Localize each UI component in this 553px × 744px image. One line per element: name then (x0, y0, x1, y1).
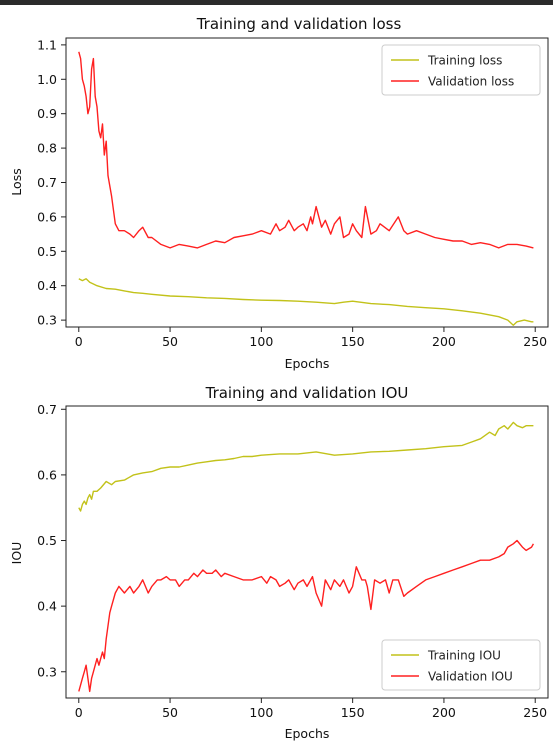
series-line-training-iou (78, 421, 534, 512)
x-tick-label: 100 (249, 334, 273, 349)
window-top-border (0, 0, 553, 5)
x-tick-label: 50 (162, 705, 178, 720)
x-tick-label: 0 (75, 705, 83, 720)
y-tick-label: 0.4 (37, 599, 57, 614)
x-tick-label: 100 (249, 705, 273, 720)
x-axis-label: Epochs (285, 726, 330, 741)
chart-title: Training and validation IOU (205, 384, 409, 402)
y-axis-label: IOU (9, 542, 24, 565)
y-tick-label: 0.6 (37, 467, 57, 482)
iou-chart-panel: Training and validation IOU Epochs IOU 0… (9, 384, 549, 741)
x-tick-label: 250 (523, 334, 547, 349)
y-tick-label: 0.9 (37, 106, 57, 121)
series-line-validation-loss (78, 51, 534, 249)
y-tick-label: 0.6 (37, 209, 57, 224)
x-axis-label: Epochs (285, 356, 330, 371)
legend-label: Training loss (427, 54, 502, 68)
y-tick-label: 0.7 (37, 402, 57, 417)
y-tick-label: 0.3 (37, 664, 57, 679)
y-tick-label: 0.5 (37, 533, 57, 548)
legend: Training IOU Validation IOU (381, 639, 541, 691)
legend-label: Training IOU (427, 649, 501, 663)
x-tick-label: 200 (432, 705, 456, 720)
plot-frame (65, 405, 549, 699)
x-tick-label: 50 (162, 334, 178, 349)
x-tick-label: 200 (432, 334, 456, 349)
y-axis-label: Loss (9, 168, 24, 195)
x-tick-label: 150 (341, 334, 365, 349)
y-tick-label: 0.8 (37, 141, 57, 156)
legend: Training loss Validation loss (381, 44, 541, 96)
y-tick-label: 1.0 (37, 72, 57, 87)
legend-label: Validation IOU (428, 670, 513, 684)
y-tick-label: 0.3 (37, 313, 57, 328)
x-tick-label: 150 (341, 705, 365, 720)
x-tick-label: 0 (75, 334, 83, 349)
legend-label: Validation loss (428, 75, 514, 89)
y-tick-label: 0.5 (37, 244, 57, 259)
series-line-validation-iou (78, 539, 535, 693)
series-line-training-loss (78, 278, 534, 326)
legend-box (381, 44, 541, 96)
y-tick-label: 1.1 (37, 37, 57, 52)
legend-box (381, 639, 541, 691)
y-tick-label: 0.4 (37, 278, 57, 293)
y-tick-label: 0.7 (37, 175, 57, 190)
chart-title: Training and validation loss (196, 15, 402, 33)
loss-chart-panel: Training and validation loss Epochs Loss… (9, 15, 549, 371)
x-tick-label: 250 (523, 705, 547, 720)
